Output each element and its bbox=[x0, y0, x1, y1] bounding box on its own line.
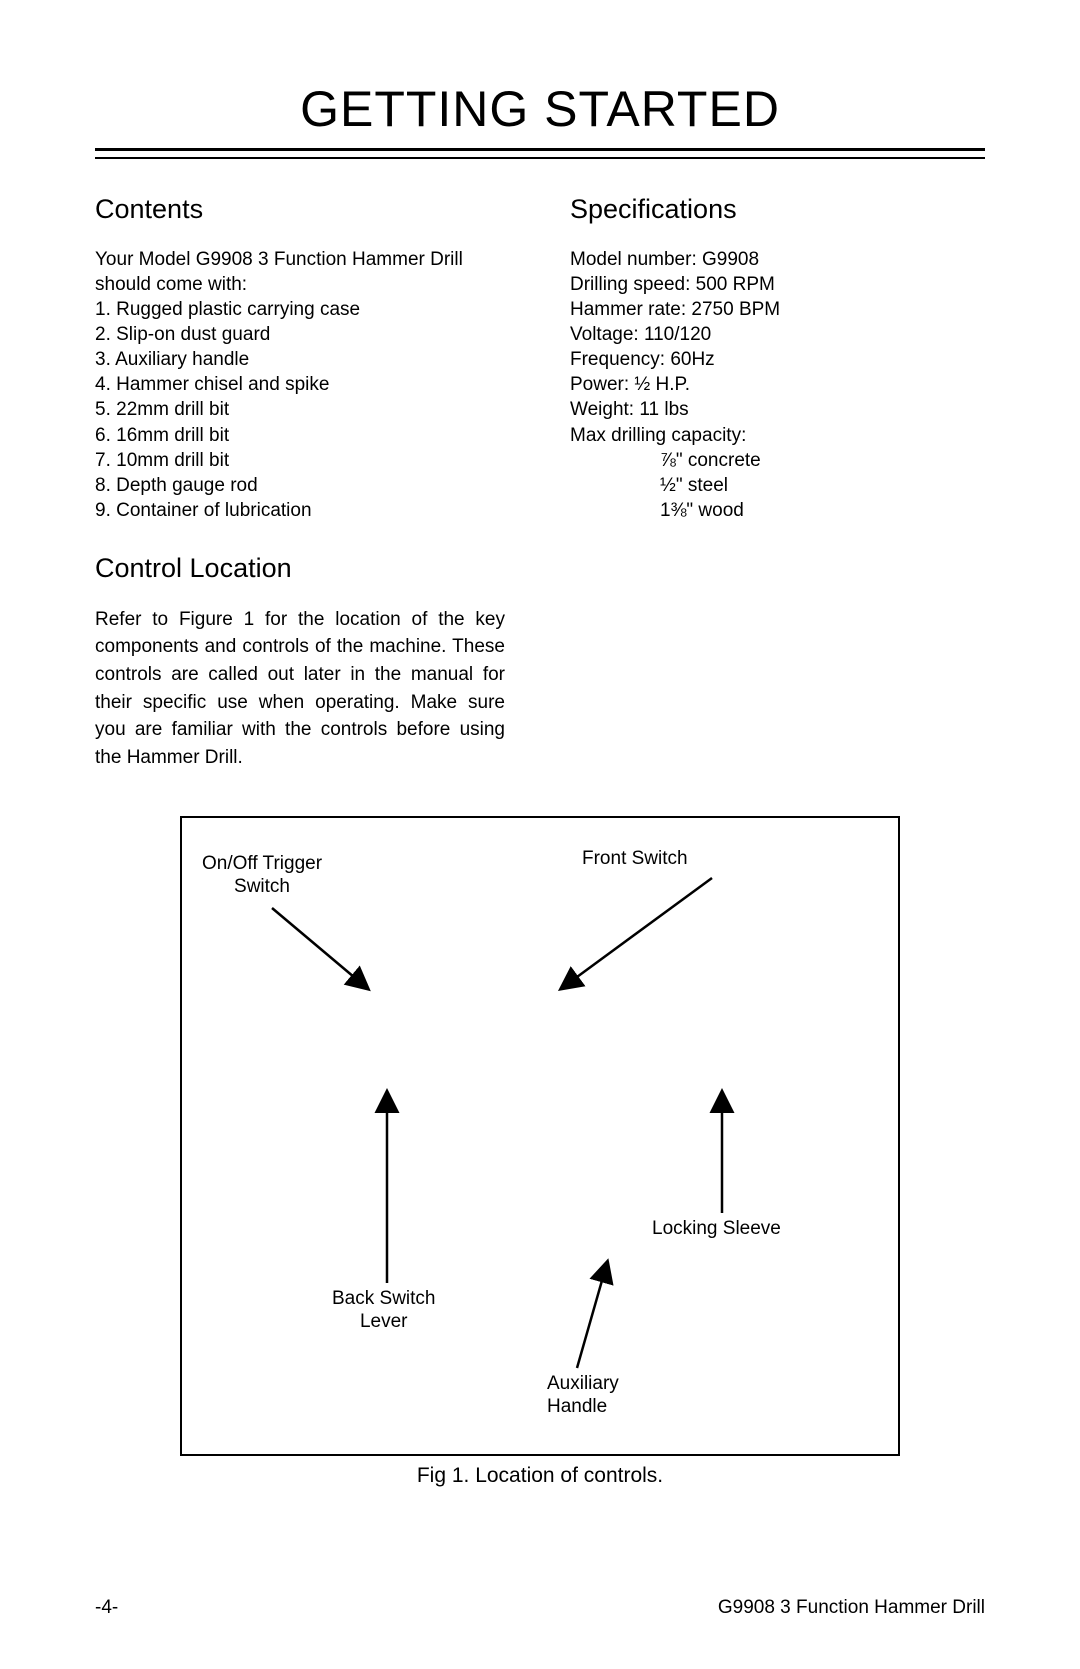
spec-line: Power: ½ H.P. bbox=[570, 372, 985, 397]
arrow-onoff bbox=[272, 908, 392, 1008]
figure-caption: Fig 1. Location of controls. bbox=[95, 1464, 985, 1488]
spec-line: Frequency: 60Hz bbox=[570, 347, 985, 372]
right-column: Specifications Model number: G9908 Drill… bbox=[570, 194, 985, 606]
arrow-front bbox=[552, 878, 732, 1008]
contents-item: 4. Hammer chisel and spike bbox=[95, 372, 510, 397]
label-aux: AuxiliaryHandle bbox=[547, 1373, 619, 1419]
spec-line: Drilling speed: 500 RPM bbox=[570, 272, 985, 297]
contents-item: 8. Depth gauge rod bbox=[95, 473, 510, 498]
contents-item: 6. 16mm drill bit bbox=[95, 423, 510, 448]
two-column-region: Contents Your Model G9908 3 Function Ham… bbox=[95, 194, 985, 606]
spec-line: Weight: 11 lbs bbox=[570, 397, 985, 422]
label-front: Front Switch bbox=[582, 848, 688, 871]
label-onoff: On/Off TriggerSwitch bbox=[202, 853, 322, 899]
spec-line: Model number: G9908 bbox=[570, 247, 985, 272]
spec-line: Voltage: 110/120 bbox=[570, 322, 985, 347]
contents-item: 7. 10mm drill bit bbox=[95, 448, 510, 473]
contents-item: 2. Slip-on dust guard bbox=[95, 322, 510, 347]
manual-page: GETTING STARTED Contents Your Model G990… bbox=[0, 0, 1080, 1669]
specs-heading: Specifications bbox=[570, 194, 985, 225]
arrow-aux bbox=[567, 1258, 627, 1373]
contents-item: 9. Container of lubrication bbox=[95, 498, 510, 523]
arrow-back bbox=[377, 1088, 397, 1288]
contents-item: 3. Auxiliary handle bbox=[95, 347, 510, 372]
page-title: GETTING STARTED bbox=[95, 80, 985, 138]
spec-capacity: ½" steel bbox=[570, 473, 985, 498]
footer-page-number: -4- bbox=[95, 1597, 118, 1619]
contents-item: 1. Rugged plastic carrying case bbox=[95, 297, 510, 322]
page-footer: -4- G9908 3 Function Hammer Drill bbox=[95, 1597, 985, 1619]
spec-line: Hammer rate: 2750 BPM bbox=[570, 297, 985, 322]
spec-line: Max drilling capacity: bbox=[570, 423, 985, 448]
arrow-lock bbox=[712, 1088, 732, 1218]
footer-doc-title: G9908 3 Function Hammer Drill bbox=[718, 1597, 985, 1619]
contents-heading: Contents bbox=[95, 194, 510, 225]
left-column: Contents Your Model G9908 3 Function Ham… bbox=[95, 194, 510, 606]
control-paragraph: Refer to Figure 1 for the location of th… bbox=[95, 606, 505, 771]
label-lock: Locking Sleeve bbox=[652, 1218, 781, 1241]
control-heading: Control Location bbox=[95, 553, 510, 584]
label-back: Back SwitchLever bbox=[332, 1288, 435, 1334]
title-rule-thin bbox=[95, 157, 985, 159]
spec-capacity: ⅞" concrete bbox=[570, 448, 985, 473]
contents-item: 5. 22mm drill bit bbox=[95, 397, 510, 422]
title-rule-thick bbox=[95, 148, 985, 151]
spec-capacity: 1⅜" wood bbox=[570, 498, 985, 523]
figure-1: On/Off TriggerSwitch Front Switch Back S… bbox=[180, 816, 900, 1456]
contents-intro: Your Model G9908 3 Function Hammer Drill… bbox=[95, 247, 510, 297]
